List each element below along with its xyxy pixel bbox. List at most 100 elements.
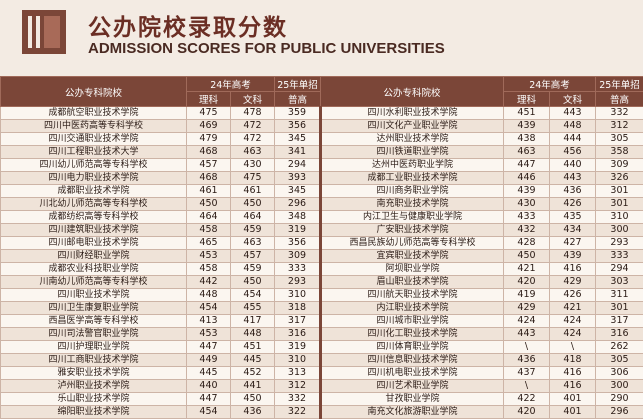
score-cell: 451: [231, 341, 275, 354]
school-name: 四川铁道职业学院: [321, 146, 504, 159]
school-name: 四川航天职业技术学院: [321, 289, 504, 302]
score-cell: \: [504, 380, 550, 393]
score-cell: 333: [275, 263, 321, 276]
score-cell: 443: [550, 107, 596, 120]
score-cell: 439: [550, 250, 596, 263]
column-header: 文科: [231, 92, 275, 107]
logo-icon: [22, 10, 66, 54]
school-name: 西昌民族幼儿师范高等专科学校: [321, 237, 504, 250]
score-cell: 300: [596, 224, 643, 237]
score-cell: 313: [275, 367, 321, 380]
score-cell: 301: [596, 302, 643, 315]
school-name: 广安职业技术学院: [321, 224, 504, 237]
score-cell: 456: [550, 146, 596, 159]
score-cell: 416: [550, 263, 596, 276]
score-cell: 451: [504, 107, 550, 120]
school-name: 四川艺术职业学院: [321, 380, 504, 393]
column-header: 理科: [187, 92, 231, 107]
score-cell: 293: [275, 276, 321, 289]
school-name: 成都纺织高等专科学校: [1, 211, 187, 224]
score-cell: 356: [275, 237, 321, 250]
score-cell: 310: [596, 211, 643, 224]
score-cell: 453: [187, 328, 231, 341]
score-cell: 453: [187, 250, 231, 263]
school-name: 成都航空职业技术学院: [1, 107, 187, 120]
school-header: 公办专科院校: [1, 77, 187, 107]
score-cell: 310: [275, 289, 321, 302]
score-cell: 450: [231, 198, 275, 211]
score-cell: 440: [550, 159, 596, 172]
score-cell: \: [550, 341, 596, 354]
column-header: 理科: [504, 92, 550, 107]
school-name: 四川卫生康复职业学院: [1, 302, 187, 315]
score-cell: 401: [550, 393, 596, 406]
score-cell: 316: [275, 328, 321, 341]
score-cell: 427: [550, 237, 596, 250]
score-cell: 448: [231, 328, 275, 341]
score-cell: 300: [596, 380, 643, 393]
subtitle: ADMISSION SCORES FOR PUBLIC UNIVERSITIES: [88, 40, 445, 57]
title: 公办院校录取分数: [88, 8, 288, 42]
score-cell: 301: [596, 198, 643, 211]
school-name: 成都农业科技职业学院: [1, 263, 187, 276]
school-name: 雅安职业技术学院: [1, 367, 187, 380]
score-cell: 440: [187, 380, 231, 393]
score-cell: 457: [187, 159, 231, 172]
school-name: 四川商务职业学院: [321, 185, 504, 198]
score-cell: 345: [275, 133, 321, 146]
score-cell: 459: [231, 224, 275, 237]
score-cell: 422: [504, 393, 550, 406]
score-cell: 309: [596, 159, 643, 172]
group-header: 25年单招: [596, 77, 643, 92]
score-cell: 439: [504, 120, 550, 133]
school-name: 成都工业职业技术学院: [321, 172, 504, 185]
school-name: 泸州职业技术学院: [1, 380, 187, 393]
score-cell: 421: [504, 263, 550, 276]
score-cell: 438: [504, 133, 550, 146]
score-cell: 457: [231, 250, 275, 263]
score-cell: 356: [275, 120, 321, 133]
school-name: 四川体育职业学院: [321, 341, 504, 354]
score-cell: 454: [187, 302, 231, 315]
score-cell: 301: [596, 185, 643, 198]
score-cell: 446: [504, 172, 550, 185]
score-cell: 444: [550, 133, 596, 146]
score-cell: 475: [187, 107, 231, 120]
score-cell: 318: [275, 302, 321, 315]
group-header: 24年高考: [504, 77, 596, 92]
school-name: 眉山职业技术学院: [321, 276, 504, 289]
score-cell: 445: [231, 354, 275, 367]
column-header: 普高: [275, 92, 321, 107]
school-name: 四川文化产业职业学院: [321, 120, 504, 133]
score-cell: 469: [187, 120, 231, 133]
school-name: 四川职业技术学院: [1, 289, 187, 302]
score-cell: 311: [596, 289, 643, 302]
score-cell: 426: [550, 198, 596, 211]
score-cell: 443: [504, 328, 550, 341]
score-cell: 450: [231, 393, 275, 406]
score-cell: 319: [275, 341, 321, 354]
score-cell: 436: [504, 354, 550, 367]
school-name: 阿坝职业学院: [321, 263, 504, 276]
score-cell: 475: [231, 172, 275, 185]
school-name: 内江卫生与健康职业学院: [321, 211, 504, 224]
score-cell: 464: [231, 211, 275, 224]
score-cell: 461: [187, 185, 231, 198]
score-cell: 303: [596, 276, 643, 289]
school-header: 公办专科院校: [321, 77, 504, 107]
school-name: 内江职业技术学院: [321, 302, 504, 315]
score-cell: 450: [187, 198, 231, 211]
score-cell: 479: [187, 133, 231, 146]
